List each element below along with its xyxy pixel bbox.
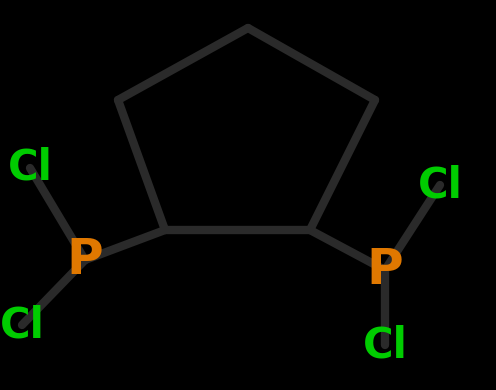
Text: Cl: Cl	[363, 324, 407, 366]
Text: Cl: Cl	[0, 304, 45, 346]
Text: P: P	[66, 236, 103, 284]
Text: P: P	[367, 246, 403, 294]
Text: Cl: Cl	[7, 147, 53, 189]
Text: Cl: Cl	[418, 164, 462, 206]
